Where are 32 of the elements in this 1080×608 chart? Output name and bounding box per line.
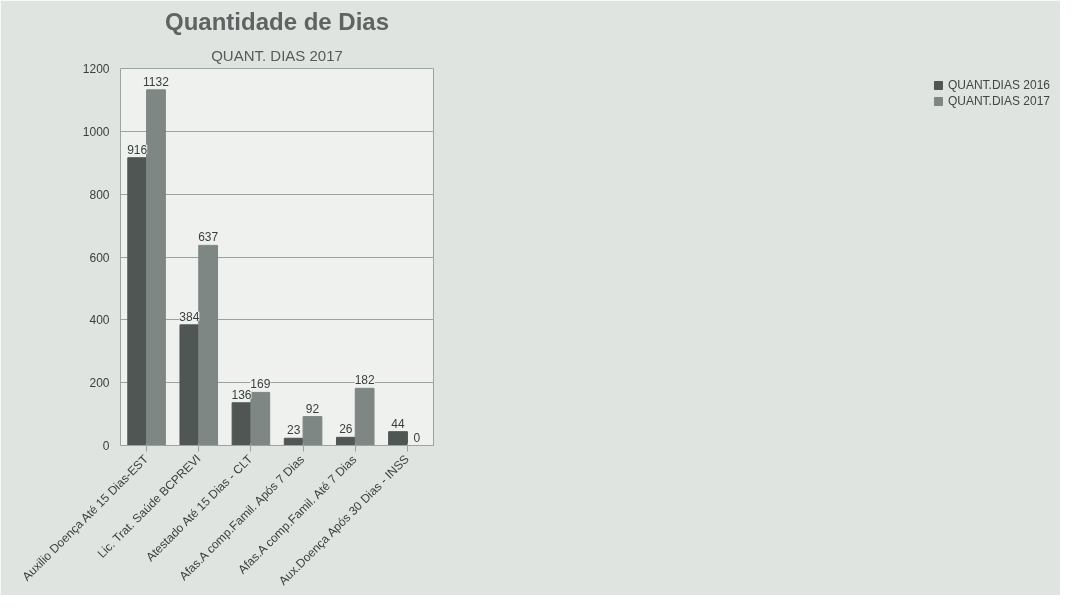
chart-subtitle: QUANT. DIAS 2017 [211,46,343,64]
bar [250,391,271,446]
data-label: 23 [287,423,301,438]
data-label: 916 [127,142,148,157]
data-label: 384 [179,309,200,324]
bar [127,157,148,446]
y-tick-label: 0 [102,439,110,453]
bar [354,387,375,446]
bar [388,431,408,446]
data-label: 26 [339,422,353,437]
y-tick-label: 400 [89,313,110,328]
bar [146,89,166,446]
data-label: 1132 [143,74,170,89]
y-tick-label: 200 [89,376,110,391]
bar [179,324,200,446]
data-label: 182 [354,373,375,388]
y-tick-label: 600 [89,250,110,265]
bar [198,244,219,446]
y-tick-label: 1200 [82,62,110,76]
chart-title: Quantidade de Dias [164,7,390,35]
data-label: 92 [305,401,320,416]
legend-label: QUANT.DIAS 2016 [947,78,1050,92]
data-label: 169 [250,377,271,392]
data-label: 637 [198,230,219,245]
bar [231,402,252,446]
bar [302,416,323,446]
data-label: 136 [231,387,252,402]
data-label: 0 [413,430,421,445]
legend-label: QUANT.DIAS 2017 [947,94,1050,108]
y-tick-label: 800 [89,187,110,202]
y-tick-label: 1000 [82,124,110,139]
data-label: 44 [391,416,406,431]
